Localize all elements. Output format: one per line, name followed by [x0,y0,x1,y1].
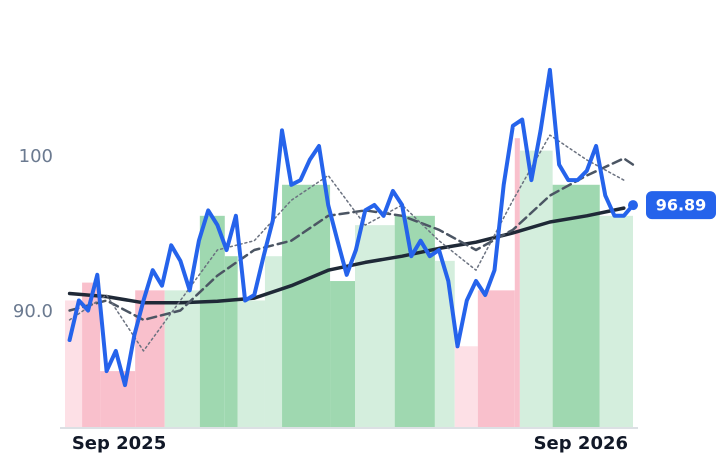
band [355,225,395,427]
band [599,215,633,427]
band [519,150,553,427]
x-tick-label: Sep 2025 [72,433,166,454]
band [199,215,225,427]
line-series [68,157,635,322]
band [477,290,515,427]
band [330,281,356,427]
line-series [67,67,635,388]
band [514,138,520,427]
y-tick-label: 90.0 [13,301,53,322]
last-point [628,200,638,211]
band [552,184,600,427]
band [237,300,265,427]
band [224,256,238,427]
band [454,346,478,427]
band [434,260,455,427]
band [82,282,101,427]
band [65,300,83,427]
band [282,184,331,427]
line-series [67,206,626,305]
y-tick-label: 100 [19,146,53,167]
x-tick-label: Sep 2026 [534,433,628,454]
band [100,371,136,427]
last-value-pill [646,191,716,220]
last-value-label: 96.89 [656,196,707,215]
line-series [68,134,625,352]
band [264,256,283,427]
band [164,290,200,427]
